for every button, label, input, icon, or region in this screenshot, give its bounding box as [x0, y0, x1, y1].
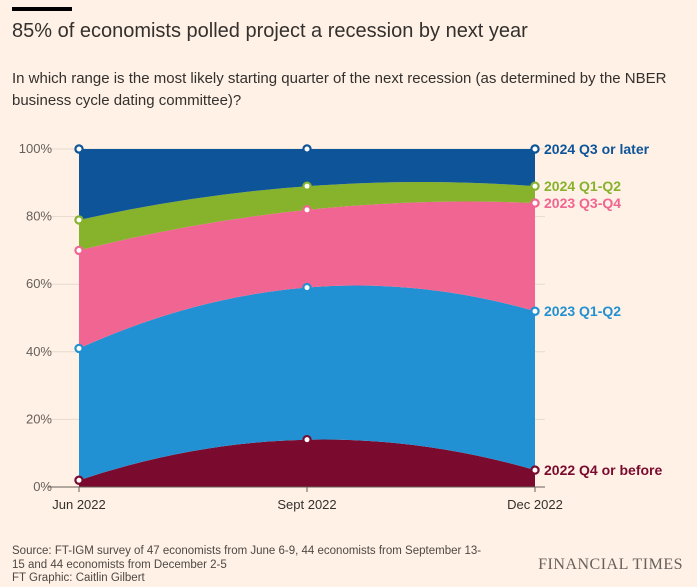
marker-2023-q1-q2 — [530, 306, 540, 316]
marker-2024-q3-or-later — [530, 144, 540, 154]
marker-2023-q1-q2 — [302, 282, 312, 293]
data-markers — [74, 144, 540, 485]
area-2022-q4-or-before — [79, 439, 535, 487]
brand-bar — [12, 7, 72, 11]
series-label-2024-q3-or-later: 2024 Q3 or later — [544, 141, 650, 157]
x-tick-label: Dec 2022 — [507, 497, 563, 512]
area-2023-q1-q2 — [79, 285, 535, 481]
y-tick-label: 60% — [26, 276, 52, 291]
marker-2023-q1-q2 — [74, 343, 84, 354]
y-tick-label: 80% — [26, 209, 52, 224]
marker-2023-q3-q4 — [530, 198, 540, 208]
source-line-1: Source: FT-IGM survey of 47 economists f… — [12, 545, 482, 557]
y-tick-label: 20% — [26, 411, 52, 426]
marker-2022-q4-or-before — [302, 434, 312, 445]
area-2023-q3-q4 — [79, 201, 535, 349]
marker-2022-q4-or-before — [530, 465, 540, 475]
chart-title: 85% of economists polled project a reces… — [12, 20, 528, 42]
marker-2024-q3-or-later — [74, 144, 84, 154]
y-tick-label: 100% — [19, 141, 53, 156]
y-axis: 0% 20% 40% 60% 80% 100% — [19, 141, 53, 494]
graphic-credit: FT Graphic: Caitlin Gilbert — [12, 572, 145, 584]
source-note: Source: FT-IGM survey of 47 economists f… — [12, 545, 512, 586]
source-line-2: 15 and 44 economists from December 2-5 — [12, 558, 227, 571]
marker-2024-q3-or-later — [302, 144, 312, 154]
x-tick-label: Sept 2022 — [277, 497, 336, 512]
x-axis: Jun 2022 Sept 2022 Dec 2022 — [48, 486, 563, 512]
marker-2022-q4-or-before — [74, 475, 84, 485]
chart-subtitle: In which range is the most likely starti… — [12, 70, 667, 109]
y-tick-label: 0% — [33, 479, 52, 494]
marker-2023-q3-q4 — [302, 205, 312, 215]
series-label-2023-q3-q4: 2023 Q3-Q4 — [544, 195, 621, 211]
marker-2024-q1-q2 — [74, 215, 84, 225]
area-2024-q1-q2 — [79, 181, 535, 251]
series-label-2024-q1-q2: 2024 Q1-Q2 — [544, 178, 621, 194]
series-label-2022-q4-or-before: 2022 Q4 or before — [544, 462, 662, 478]
marker-2023-q3-q4 — [74, 245, 84, 256]
series-label-2023-q1-q2: 2023 Q1-Q2 — [544, 303, 621, 319]
ft-logo: FINANCIAL TIMES — [538, 556, 683, 573]
stacked-area-chart: 0% 20% 40% 60% 80% 100% Jun 2022 Sept 2022 Dec … — [19, 141, 663, 512]
marker-2024-q1-q2 — [530, 181, 540, 191]
marker-2024-q1-q2 — [302, 181, 312, 191]
y-tick-label: 40% — [26, 344, 52, 359]
x-tick-label: Jun 2022 — [52, 497, 106, 512]
